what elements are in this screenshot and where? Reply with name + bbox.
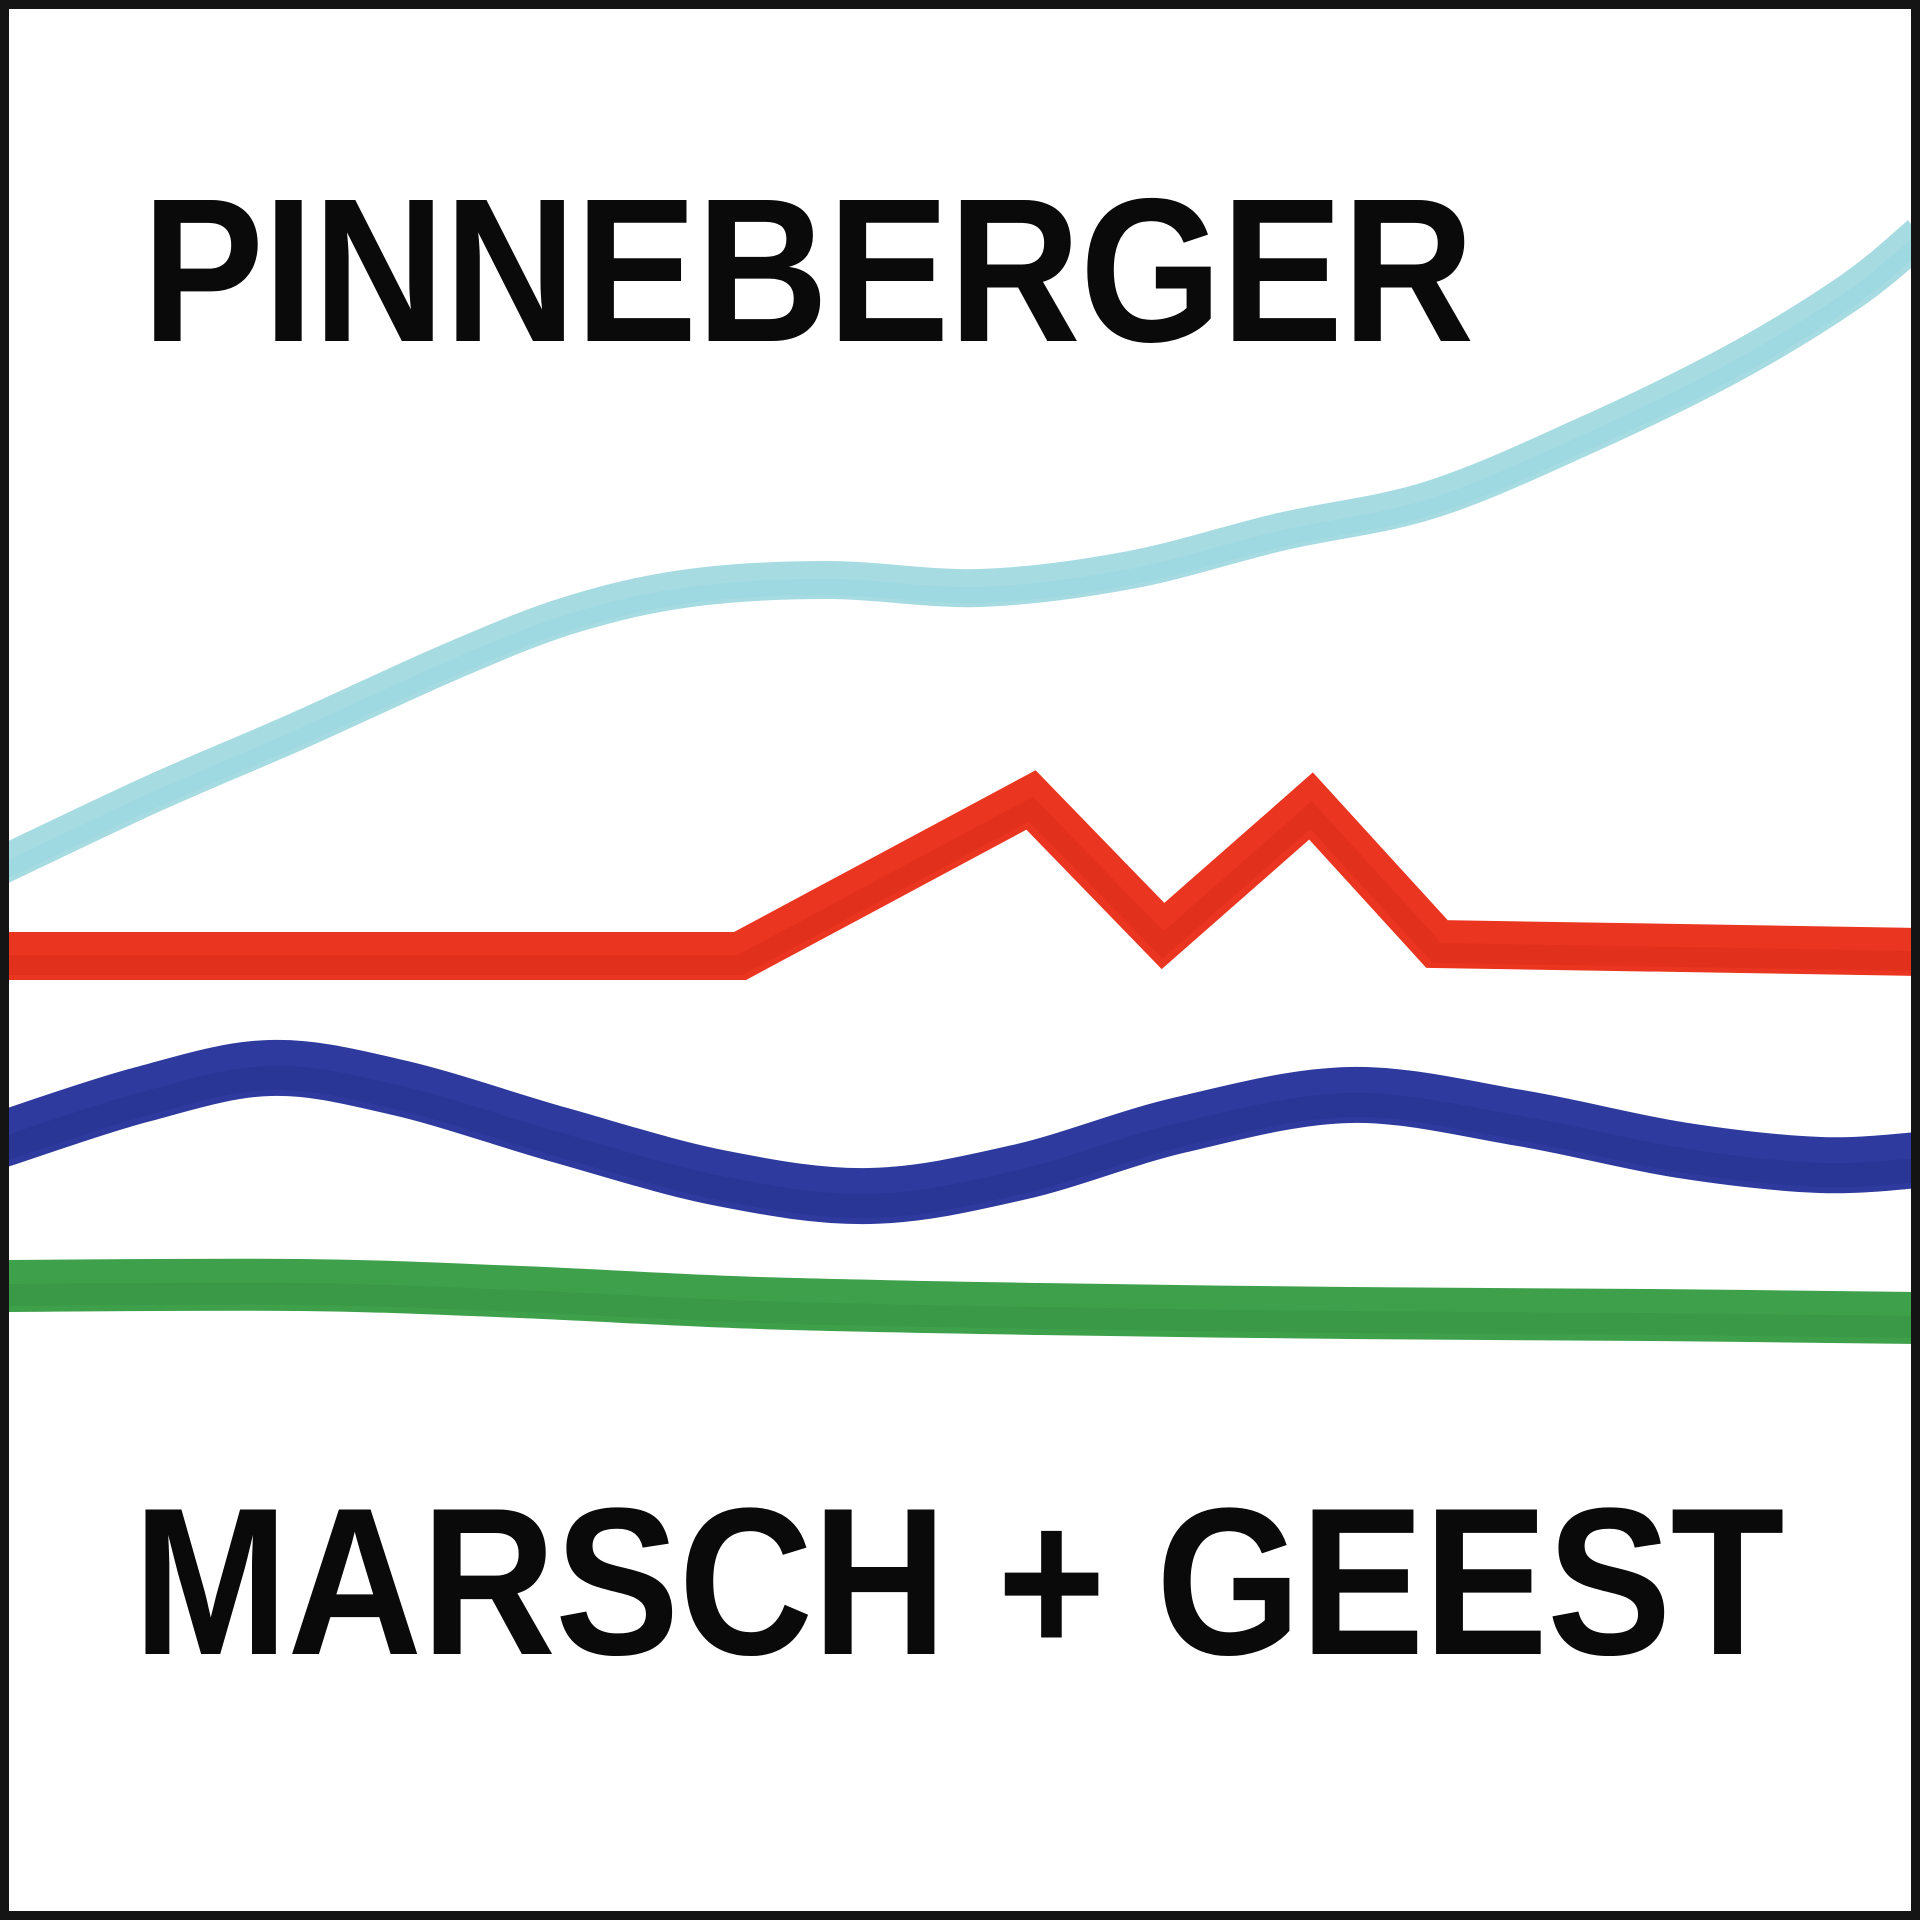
- red-peak-line-texture: [0, 796, 1920, 975]
- dark-blue-wave: [0, 1039, 1920, 1225]
- red-peak-line: [0, 770, 1920, 980]
- green-line: [0, 1258, 1920, 1344]
- logo-title-top-text: PINNEBERGER: [142, 156, 1474, 385]
- light-blue-curve-texture: [0, 235, 1920, 881]
- light-blue-curve: [0, 220, 1920, 884]
- green-line-texture: [0, 1282, 1920, 1338]
- logo-title-bottom: MARSCH + GEEST: [133, 1477, 1920, 1687]
- logo-title-bottom-text: MARSCH + GEEST: [133, 1464, 1784, 1699]
- dark-blue-wave-texture: [0, 1065, 1920, 1219]
- logo-title-top: PINNEBERGER: [142, 168, 1635, 373]
